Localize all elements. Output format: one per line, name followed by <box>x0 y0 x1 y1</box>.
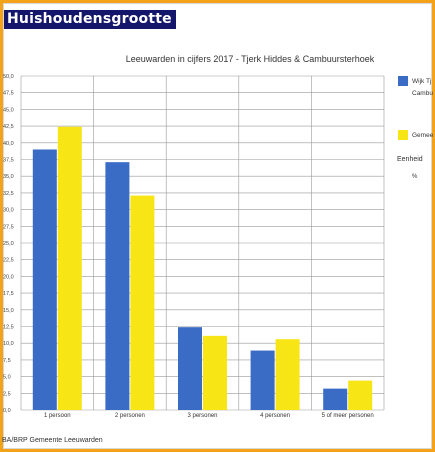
bar-gemeente-4 <box>348 380 373 410</box>
chart-bars <box>32 126 373 411</box>
chart-legend: Wijk Tj Cambu Gemee <box>398 76 434 140</box>
bar-gemeente-2 <box>203 335 227 410</box>
y-tick-label: 35,0 <box>3 174 14 180</box>
y-tick-label: 10,0 <box>3 341 14 347</box>
bar-gemeente-3 <box>275 339 300 410</box>
x-tick-label: 3 personen <box>187 413 217 419</box>
y-tick-label: 22,5 <box>3 258 14 264</box>
y-tick-label: 2,5 <box>3 391 11 397</box>
y-tick-label: 15,0 <box>3 308 14 314</box>
bar-wijk-0 <box>32 149 57 411</box>
x-tick-label: 1 persoon <box>44 413 71 419</box>
y-tick-label: 30,0 <box>3 208 14 214</box>
source-note: BA/BRP Gemeente Leeuwarden <box>2 437 103 444</box>
y-tick-label: 7,5 <box>3 358 11 364</box>
y-tick-label: 25,0 <box>3 241 14 247</box>
y-tick-label: 42,5 <box>3 124 14 130</box>
y-tick-label: 0,0 <box>3 408 11 414</box>
y-tick-label: 20,0 <box>3 274 14 280</box>
x-axis-ticks: 1 persoon 2 personen 3 personen 4 personen 5… <box>44 413 374 419</box>
x-tick-label: 4 personen <box>260 413 290 419</box>
page-heading: Huishoudensgrootte <box>4 10 176 29</box>
bar-gemeente-1 <box>130 195 155 410</box>
y-tick-label: 50,0 <box>3 74 14 80</box>
legend-label: Gemee <box>412 132 434 139</box>
y-tick-label: 12,5 <box>3 325 14 331</box>
y-tick-label: 32,5 <box>3 191 14 197</box>
y-tick-label: 45,0 <box>3 107 14 113</box>
legend-swatch <box>398 76 408 86</box>
y-tick-label: 27,5 <box>3 224 14 230</box>
bar-wijk-3 <box>250 350 275 410</box>
unit-value: % <box>412 174 418 180</box>
y-axis-ticks: 0,0 2,5 5,0 7,5 10,0 12,5 15,0 17,5 20,0 22,5 25,0… <box>3 74 14 414</box>
y-tick-label: 5,0 <box>3 375 11 381</box>
chart-title: Leeuwarden in cijfers 2017 - Tjerk Hidde… <box>126 54 375 64</box>
bar-wijk-2 <box>178 327 202 410</box>
y-tick-label: 40,0 <box>3 141 14 147</box>
bar-wijk-4 <box>323 388 348 410</box>
x-tick-label: 2 personen <box>115 413 145 419</box>
y-tick-label: 17,5 <box>3 291 14 297</box>
legend-label: Cambu <box>412 90 433 97</box>
x-tick-label: 5 of meer personen <box>322 413 374 419</box>
bar-gemeente-0 <box>57 126 82 410</box>
y-tick-label: 37,5 <box>3 158 14 164</box>
unit-label: Eenheid <box>397 156 423 163</box>
bar-wijk-1 <box>105 162 130 410</box>
y-tick-label: 47,5 <box>3 91 14 97</box>
legend-swatch <box>398 130 408 140</box>
legend-label: Wijk Tj <box>412 78 431 85</box>
